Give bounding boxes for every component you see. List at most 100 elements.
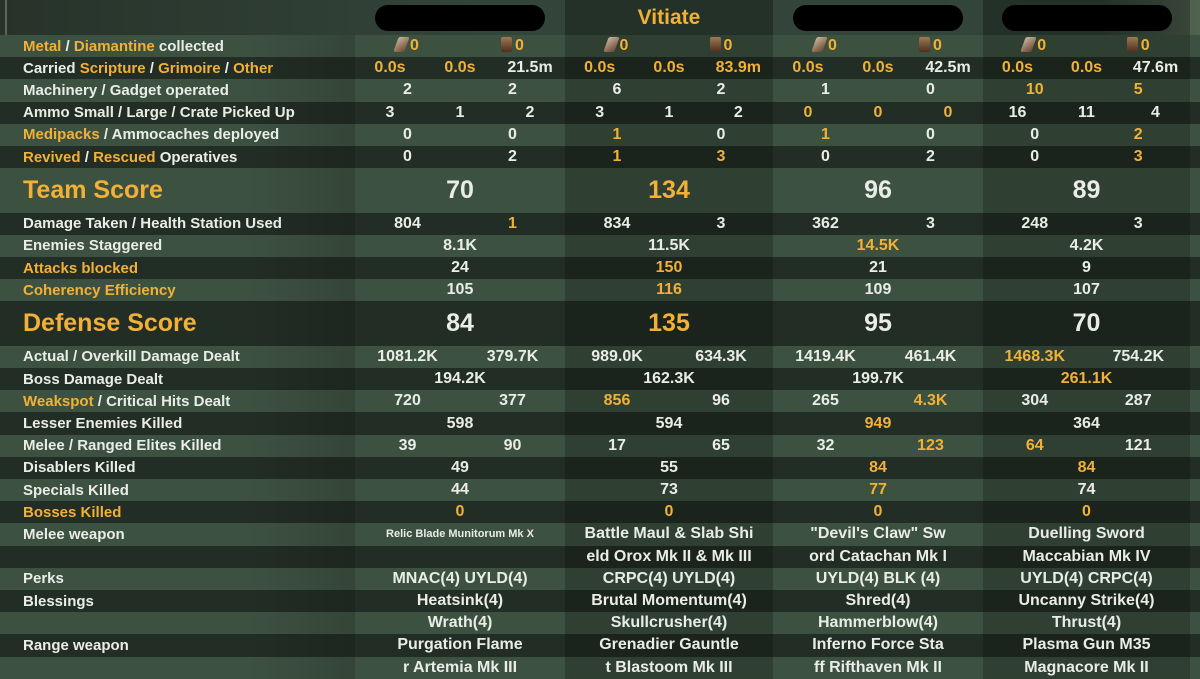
stat-value-text: 64 bbox=[1025, 436, 1044, 454]
label-segment: Coherency Efficiency bbox=[23, 281, 176, 299]
stat-value: UYLD(4) CRPC(4) bbox=[983, 570, 1190, 588]
header-spacer bbox=[0, 0, 355, 35]
row-label: Boss Damage Dealt bbox=[0, 368, 355, 391]
stat-row: Enemies Staggered 8.1K 11.5K 14.5K 4.2K bbox=[0, 234, 1200, 257]
stat-value-text: 261.1K bbox=[1060, 370, 1113, 388]
stat-value-text: 0.0s bbox=[584, 59, 616, 77]
stat-value: eld Orox Mk II & Mk III bbox=[565, 548, 773, 566]
stat-value: 2 bbox=[460, 81, 565, 99]
stat-value-text: 0 bbox=[515, 37, 524, 55]
stat-value: 2 bbox=[460, 148, 565, 166]
stat-value: 0 bbox=[355, 503, 565, 521]
stat-value-text: 116 bbox=[656, 281, 682, 299]
stat-value-text: 0 bbox=[933, 37, 942, 55]
player-3-cell: ff Rifthaven Mk II bbox=[773, 657, 983, 679]
stat-value: t Blastoom Mk III bbox=[565, 659, 773, 677]
stat-value: 107 bbox=[983, 281, 1190, 299]
stat-value-text: 0 bbox=[873, 103, 883, 121]
stat-value-text: 0 bbox=[664, 503, 674, 521]
stat-value: 0 bbox=[669, 37, 773, 55]
stat-value-text: 49 bbox=[451, 458, 469, 476]
player-2-cell: Grenadier Gauntle bbox=[565, 634, 773, 657]
player-header-4[interactable] bbox=[983, 0, 1190, 35]
player-1-cell: 1081.2K 379.7K bbox=[355, 346, 565, 368]
stat-value-text: 0 bbox=[1140, 37, 1150, 55]
stat-row: Ammo Small / Large / Crate Picked Up 3 1 2 3… bbox=[0, 101, 1200, 124]
stat-value-text: 194.2K bbox=[434, 370, 486, 388]
player-1-cell bbox=[355, 546, 565, 568]
stat-value-text: 0 bbox=[410, 37, 419, 55]
stat-value: 0 bbox=[843, 104, 913, 122]
player-1-cell: 49 bbox=[355, 457, 565, 479]
stat-value-text: 2 bbox=[1133, 125, 1143, 143]
row-label: Actual / Overkill Damage Dealt bbox=[0, 345, 355, 369]
stat-value-text: 73 bbox=[660, 481, 678, 499]
player-4-cell: 84 bbox=[983, 456, 1190, 479]
stat-value-text: Thrust(4) bbox=[1051, 614, 1122, 632]
stat-value-text: 0 bbox=[926, 81, 935, 99]
stat-value: 3 bbox=[1087, 215, 1191, 233]
player-1-cell: 194.2K bbox=[355, 368, 565, 390]
stat-value-text: 16 bbox=[1008, 103, 1027, 121]
player-1-cell: MNAC(4) UYLD(4) bbox=[355, 568, 565, 590]
stat-value-text: 3 bbox=[1133, 148, 1143, 166]
stat-value: 461.4K bbox=[878, 348, 983, 366]
label-segment: Blessings bbox=[23, 592, 94, 610]
stat-value-text: 1 bbox=[612, 148, 622, 166]
stat-value: 65 bbox=[669, 437, 773, 455]
stat-value: 0 bbox=[773, 148, 878, 166]
player-3-cell: 109 bbox=[773, 279, 983, 301]
stat-value-text: 90 bbox=[503, 436, 522, 454]
stat-value-text: 4 bbox=[1151, 103, 1160, 121]
stat-value: 0 bbox=[913, 104, 983, 122]
stat-value-text: UYLD(4) BLK (4) bbox=[815, 569, 941, 587]
stat-value: 4.3K bbox=[878, 392, 983, 410]
stat-value: 162.3K bbox=[565, 370, 773, 388]
stat-value: 989.0K bbox=[565, 348, 669, 366]
label-segment: Perks bbox=[23, 570, 64, 588]
stat-value: 598 bbox=[355, 415, 565, 433]
stat-value: Maccabian Mk IV bbox=[983, 548, 1190, 566]
stat-value-text: 0 bbox=[619, 37, 629, 55]
player-2-cell: 55 bbox=[565, 456, 773, 479]
stat-value-text: 0.0s bbox=[792, 59, 824, 77]
stat-value: 1 bbox=[425, 104, 495, 122]
stat-value-text: 949 bbox=[864, 414, 892, 432]
stat-value: 287 bbox=[1087, 392, 1191, 410]
stat-value-text: Maccabian Mk IV bbox=[1022, 547, 1151, 565]
stat-value-text: 0 bbox=[403, 148, 412, 166]
player-header-2[interactable]: Vitiate bbox=[565, 0, 773, 35]
stat-value: 804 bbox=[355, 215, 460, 233]
player-header: Vitiate bbox=[0, 0, 1200, 35]
stat-value-text: 598 bbox=[446, 414, 474, 432]
player-header-3[interactable] bbox=[773, 0, 983, 35]
stat-value: 2 bbox=[704, 104, 773, 122]
stat-value-text: Magnacore Mk II bbox=[1024, 658, 1149, 676]
stat-value: Hammerblow(4) bbox=[773, 614, 983, 632]
stat-value-text: 0.0s bbox=[862, 59, 894, 77]
player-1-cell: 105 bbox=[355, 279, 565, 301]
stat-value: 116 bbox=[565, 281, 773, 299]
stat-value: 0.0s bbox=[983, 59, 1052, 77]
stat-value: 364 bbox=[983, 415, 1190, 433]
stat-value-text: 754.2K bbox=[1112, 347, 1165, 365]
player-header-1[interactable] bbox=[355, 0, 565, 35]
stat-value-text: 84 bbox=[869, 458, 887, 476]
player-4-cell: Thrust(4) bbox=[983, 612, 1190, 635]
player-4-cell: 1468.3K 754.2K bbox=[983, 345, 1190, 369]
row-label: Medipacks / Ammocaches deployed bbox=[0, 123, 355, 146]
stat-value: Grenadier Gauntle bbox=[565, 636, 773, 654]
player-2-cell: Brutal Momentum(4) bbox=[565, 589, 773, 613]
stat-value-text: 0 bbox=[1030, 125, 1040, 143]
player-4-cell: 248 3 bbox=[983, 212, 1191, 235]
player-2-cell: 162.3K bbox=[565, 368, 773, 391]
metal-icon bbox=[1020, 37, 1038, 53]
player-4-cell: Duelling Sword bbox=[983, 523, 1190, 546]
stat-value-text: 2 bbox=[525, 103, 535, 121]
stat-value: 261.1K bbox=[983, 370, 1190, 388]
stat-value-text: 9 bbox=[1082, 259, 1091, 277]
